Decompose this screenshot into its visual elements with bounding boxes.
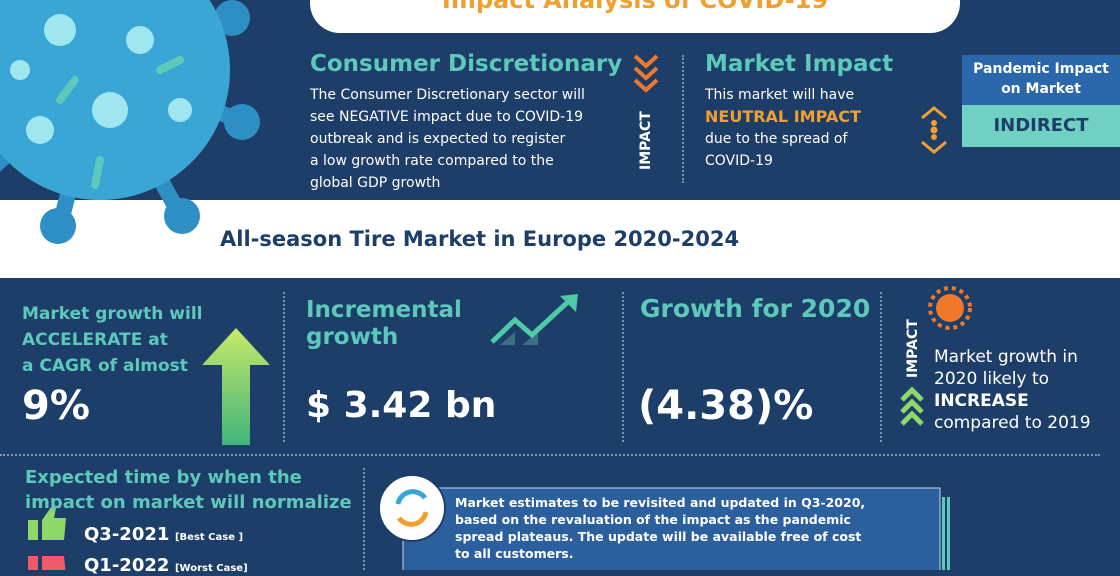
market-title: All-season Tire Market in Europe 2020-20… xyxy=(220,227,740,251)
period: Q1-2022 xyxy=(84,555,170,576)
virus-icon xyxy=(0,0,260,244)
text-line: compared to 2019 xyxy=(934,413,1091,433)
cagr-value: 9% xyxy=(22,383,90,429)
cagr-label: Market growth will ACCELERATE at a CAGR … xyxy=(22,301,202,379)
impact-label: IMPACT xyxy=(905,319,921,378)
text-line: Expected time by when the xyxy=(25,467,302,488)
text-line: growth xyxy=(306,324,399,350)
title-pill xyxy=(310,0,960,33)
highlight: INCREASE xyxy=(934,391,1029,411)
chevrons-down xyxy=(633,54,659,93)
separator xyxy=(880,292,882,442)
period: Q3-2021 xyxy=(84,524,170,545)
normalize-heading: Expected time by when the impact on mark… xyxy=(25,465,352,515)
chevrons-up xyxy=(900,386,924,426)
text-line: a CAGR of almost xyxy=(22,356,188,376)
thumb-icons xyxy=(28,506,66,570)
sun-icon xyxy=(928,286,972,330)
pandemic-box xyxy=(962,55,1120,105)
note-text: Market estimates to be revisited and upd… xyxy=(455,494,865,562)
indirect-box xyxy=(962,105,1120,147)
text-line: spread plateaus. The update will be avai… xyxy=(455,529,862,544)
market-impact-heading: Market Impact xyxy=(705,51,894,77)
text-line: Market growth will xyxy=(22,304,203,324)
text-line: global GDP growth xyxy=(310,175,441,191)
text-line: to all customers. xyxy=(455,546,574,561)
text-line: Incremental xyxy=(306,297,462,323)
text-line: Market estimates to be revisited and upd… xyxy=(455,495,866,510)
text-line: 2020 likely to xyxy=(934,369,1050,389)
trend-icon xyxy=(490,294,578,345)
separator xyxy=(0,454,1100,456)
stripes xyxy=(942,497,950,570)
refresh-icon xyxy=(378,474,446,542)
text-line: COVID-19 xyxy=(705,153,773,169)
growth-label: Growth for 2020 xyxy=(640,294,871,323)
note-box xyxy=(402,487,941,570)
separator xyxy=(363,468,365,570)
pandemic-value: INDIRECT xyxy=(993,115,1089,136)
text-line: Market growth in xyxy=(934,347,1078,367)
text-line: This market will have xyxy=(705,87,855,103)
outlook-text: Market growth in 2020 likely to INCREASE… xyxy=(934,346,1091,434)
highlight: NEUTRAL IMPACT xyxy=(705,107,861,126)
note: [Best Case ] xyxy=(174,532,244,543)
header-title: Impact Analysis of COVID-19 xyxy=(441,0,829,14)
case: Q1-2022 [Worst Case] xyxy=(84,555,248,576)
text-line: outbreak and is expected to register xyxy=(310,131,566,147)
neutral-arrows xyxy=(921,106,947,154)
text-line: due to the spread of xyxy=(705,131,848,147)
text-line: The Consumer Discretionary sector will xyxy=(310,87,585,103)
sector-text: The Consumer Discretionary sector will se… xyxy=(310,84,585,194)
sector-heading: Consumer Discretionary xyxy=(310,51,623,77)
growth-value: (4.38)% xyxy=(638,383,814,429)
text-line: see NEGATIVE impact due to COVID-19 xyxy=(310,109,584,125)
pandemic-title: Pandemic Impact on Market xyxy=(973,61,1109,97)
impact-label: IMPACT xyxy=(638,111,654,170)
separator xyxy=(622,292,624,442)
text-line: a low growth rate compared to the xyxy=(310,153,554,169)
growth-arrow xyxy=(202,328,270,445)
text-line: based on the revaluation of the impact a… xyxy=(455,512,851,527)
incremental-label: Incremental growth xyxy=(306,297,462,351)
case: Q3-2021 [Best Case ] xyxy=(84,524,243,545)
note: [Worst Case] xyxy=(174,563,248,574)
text-line: impact on market will normalize xyxy=(25,492,352,513)
refresh-arrows xyxy=(395,489,429,527)
incremental-value: $ 3.42 bn xyxy=(306,385,497,426)
separator xyxy=(682,55,684,183)
separator xyxy=(283,292,285,442)
text-line: ACCELERATE at xyxy=(22,330,168,350)
market-impact-text: This market will have NEUTRAL IMPACT due… xyxy=(705,84,861,172)
